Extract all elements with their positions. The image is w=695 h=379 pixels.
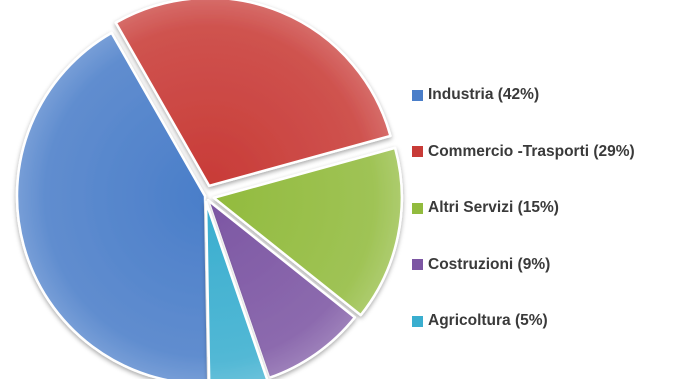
pie-slices bbox=[15, 0, 404, 379]
pie-slice-commercio-trasporti bbox=[114, 0, 392, 188]
pie-slice-industria bbox=[15, 31, 210, 379]
legend-label-altri-servizi: Altri Servizi (15%) bbox=[428, 199, 559, 216]
legend-item-altri-servizi: Altri Servizi (15%) bbox=[412, 195, 635, 221]
legend-swatch-costruzioni bbox=[412, 259, 423, 270]
legend-label-agricoltura: Agricoltura (5%) bbox=[428, 312, 548, 329]
legend: Industria (42%) Commercio -Trasporti (29… bbox=[412, 82, 635, 365]
legend-item-agricoltura: Agricoltura (5%) bbox=[412, 308, 635, 334]
pie-slice-costruzioni bbox=[206, 198, 357, 379]
legend-item-commercio-trasporti: Commercio -Trasporti (29%) bbox=[412, 139, 635, 165]
pie-slice-agricoltura bbox=[204, 200, 269, 379]
legend-label-commercio-trasporti: Commercio -Trasporti (29%) bbox=[428, 142, 635, 160]
legend-label-industria: Industria (42%) bbox=[428, 86, 540, 103]
legend-swatch-altri-servizi bbox=[412, 202, 423, 214]
legend-label-costruzioni: Costruzioni (9%) bbox=[428, 255, 551, 273]
legend-item-industria: Industria (42%) bbox=[412, 82, 635, 108]
legend-swatch-commercio-trasporti bbox=[412, 146, 423, 157]
legend-item-costruzioni: Costruzioni (9%) bbox=[412, 252, 635, 278]
pie-slice-altri-servizi bbox=[212, 146, 404, 317]
legend-swatch-agricoltura bbox=[412, 315, 423, 327]
legend-swatch-industria bbox=[412, 89, 423, 101]
